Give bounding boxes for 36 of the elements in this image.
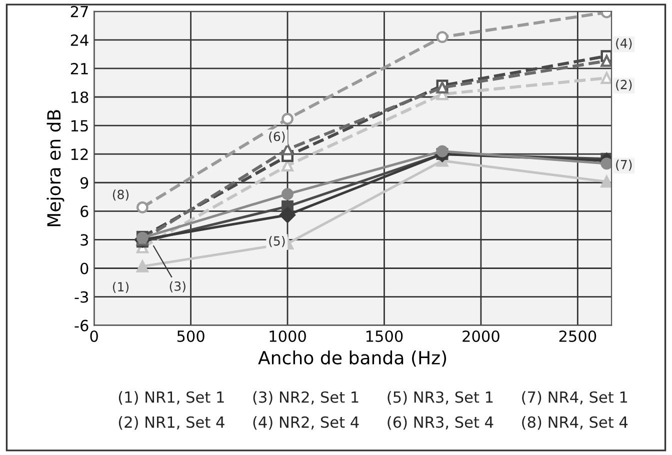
annotation: (8) [112,190,129,201]
text: (2) NR1, Set 4 [118,416,224,430]
text: (6) NR3, Set 4 [388,416,494,430]
y-tick-label: -3 [74,291,88,303]
annotation: (7) [616,160,632,171]
y-tick-label: 3 [80,234,88,246]
y-tick-label: 15 [71,120,88,132]
text: (3) NR2, Set 1 [253,391,358,405]
y-tick-label: 0 [80,262,88,274]
annotation: (1) [112,282,129,293]
x-tick-label: 0 [90,330,98,342]
x-tick-label: 500 [177,330,204,342]
y-tick-label: 12 [71,148,88,160]
annotation: (2) [616,80,632,91]
x-tick-label: 2000 [462,330,500,342]
annotation: (4) [616,38,632,50]
text: (7) NR4, Set 1 [522,391,628,405]
y-tick-label: -6 [74,320,88,332]
annotation: (3) [170,281,186,292]
x-tick-label: 2500 [559,330,596,342]
x-tick-label: 1000 [270,330,306,342]
y-tick-label: 27 [70,6,88,18]
text: (5) NR3, Set 1 [388,391,493,405]
annotation: (6) [269,132,285,143]
annotation: (5) [269,236,285,248]
y-tick-label: 18 [71,91,88,104]
y-tick-label: 6 [80,206,88,218]
text: (4) NR2, Set 4 [253,416,359,430]
x-axis-title: Ancho de banda (Hz) [258,350,446,367]
y-tick-label: 21 [70,62,88,74]
y-tick-label: 24 [70,34,88,46]
x-tick-label: 1500 [366,330,403,342]
text: (1) NR1, Set 1 [118,391,224,405]
text: (8) NR4, Set 4 [522,416,628,430]
y-tick-label: 9 [80,177,88,189]
y-axis-title: Mejora en dB [46,110,64,226]
